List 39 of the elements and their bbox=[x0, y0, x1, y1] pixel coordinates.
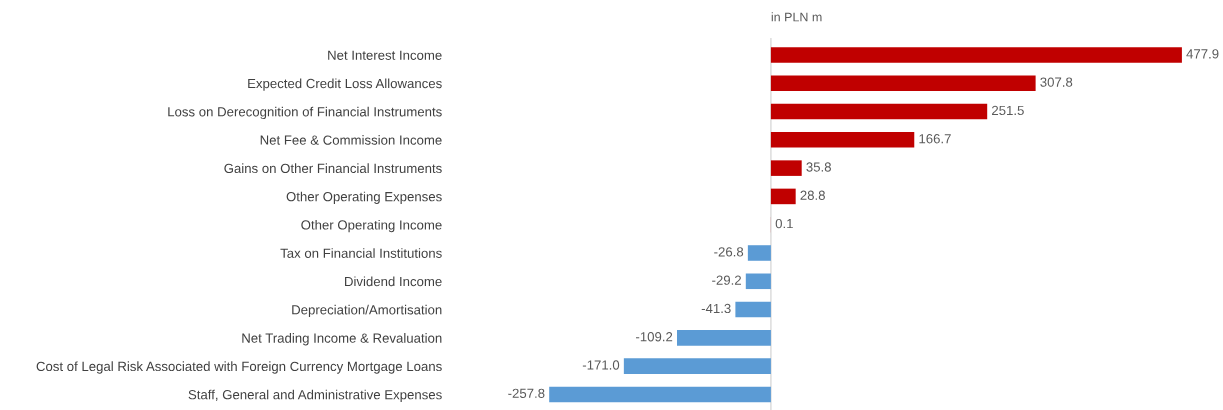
bar bbox=[770, 103, 988, 120]
y-tick-label: Gains on Other Financial Instruments bbox=[224, 163, 442, 174]
data-label: -26.8 bbox=[714, 247, 744, 257]
data-label: -171.0 bbox=[582, 360, 620, 370]
text: in PLN m bbox=[771, 12, 822, 22]
data-label: 166.7 bbox=[919, 134, 951, 144]
bar bbox=[770, 47, 1182, 63]
y-tick-label: Other Operating Income bbox=[301, 219, 442, 233]
bar bbox=[549, 386, 771, 403]
y-tick-label: Dividend Income bbox=[345, 276, 442, 287]
data-label: -41.3 bbox=[701, 303, 731, 314]
y-tick-label: Expected Credit Loss Allowances bbox=[248, 78, 442, 91]
bar bbox=[770, 75, 1036, 92]
data-label: 0.1 bbox=[775, 218, 793, 229]
y-tick-label: Net Interest Income bbox=[328, 50, 442, 60]
data-label: 477.9 bbox=[1186, 49, 1219, 59]
data-label: 307.8 bbox=[1040, 77, 1073, 87]
y-tick-label: Loss on Derecognition of Financial Instruments bbox=[168, 106, 442, 120]
bar bbox=[770, 188, 796, 205]
bar bbox=[747, 245, 771, 261]
y-tick-label: Tax on Financial Institutions bbox=[280, 248, 442, 258]
y-tick-label: Other Operating Expenses bbox=[286, 191, 442, 204]
y-tick-label: Net Fee & Commission Income bbox=[260, 135, 442, 145]
bar bbox=[677, 330, 771, 346]
bar bbox=[745, 273, 771, 290]
data-label: -109.2 bbox=[636, 332, 673, 342]
y-tick-label: Depreciation/Amortisation bbox=[292, 304, 442, 318]
data-label: 251.5 bbox=[992, 105, 1024, 116]
bar bbox=[623, 358, 771, 374]
bar bbox=[770, 132, 915, 148]
data-label: 35.8 bbox=[806, 162, 831, 172]
y-tick-label: Cost of Legal Risk Associated with Foreign Currency Mortgage Loans bbox=[36, 361, 442, 374]
y-tick-label: Staff, General and Administrative Expenses bbox=[188, 389, 442, 402]
y-tick-label: Net Trading Income & Revaluation bbox=[242, 333, 442, 346]
bar bbox=[770, 160, 802, 176]
data-label: -29.2 bbox=[712, 275, 741, 285]
data-label: 28.8 bbox=[800, 190, 825, 200]
data-label: -257.8 bbox=[508, 388, 545, 398]
bar bbox=[735, 301, 771, 318]
